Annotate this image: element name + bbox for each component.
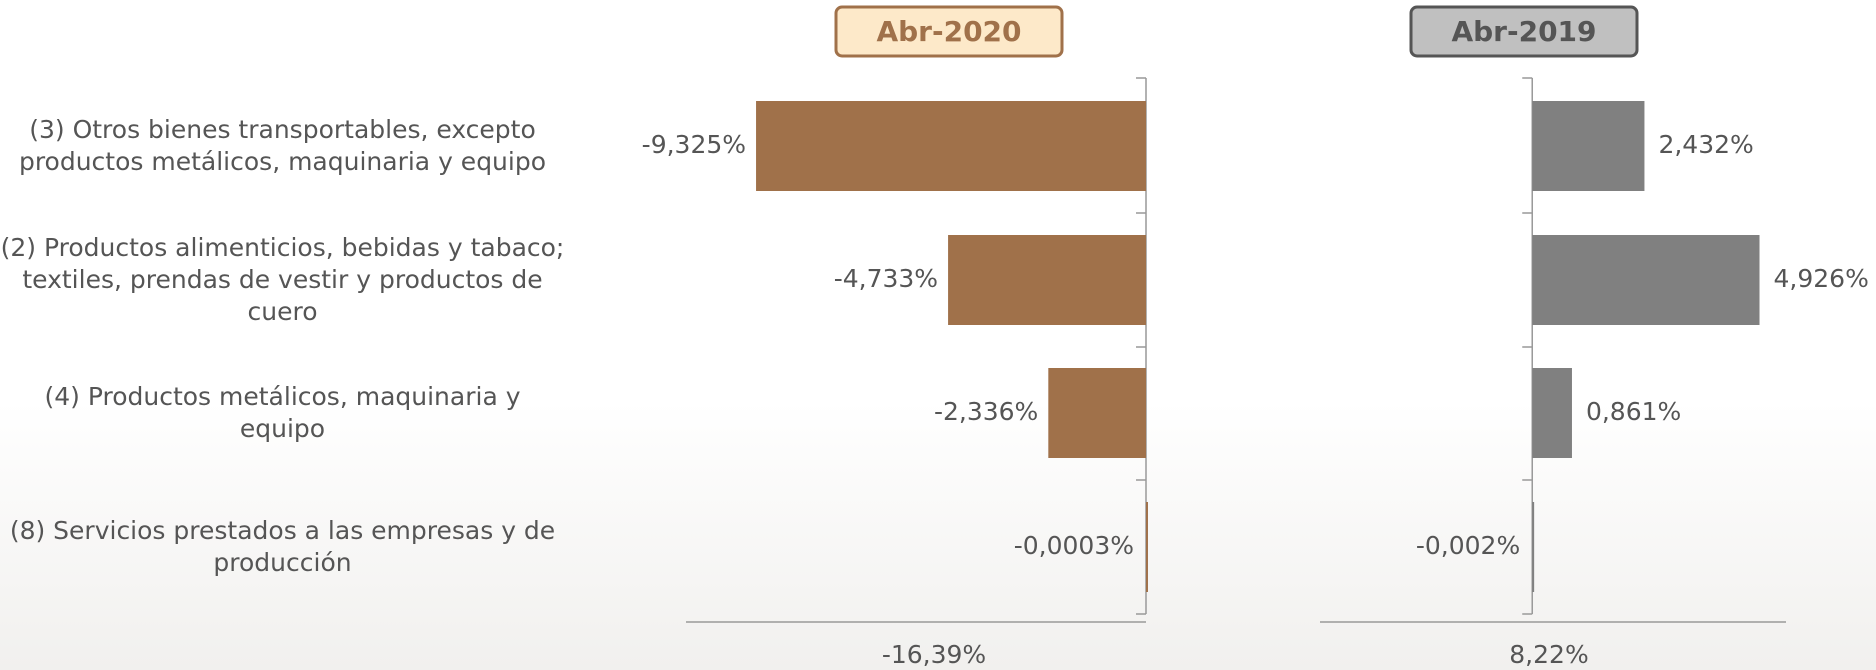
bar xyxy=(1145,502,1148,592)
total-label: -16,39% xyxy=(882,640,986,669)
bar xyxy=(1048,368,1146,458)
category-label: (4) Productos metálicos, maquinaria y eq… xyxy=(44,382,521,443)
category-label: (2) Productos alimenticios, bebidas y ta… xyxy=(0,233,565,326)
chart-title: Abr-2019 xyxy=(1451,15,1596,48)
category-label: (8) Servicios prestados a las empresas y… xyxy=(9,516,556,577)
bar xyxy=(1532,235,1760,325)
value-label: 2,432% xyxy=(1658,130,1753,159)
bar xyxy=(1532,101,1645,191)
value-label: -0,0003% xyxy=(1014,531,1134,560)
value-label: -4,733% xyxy=(834,264,938,293)
value-label: 0,861% xyxy=(1586,397,1681,426)
bar xyxy=(1532,502,1535,592)
total-label: 8,22% xyxy=(1509,640,1588,669)
value-label: -2,336% xyxy=(934,397,1038,426)
bar xyxy=(948,235,1146,325)
value-label: 4,926% xyxy=(1774,264,1869,293)
bar xyxy=(1532,368,1572,458)
category-label: (3) Otros bienes transportables, excepto… xyxy=(18,115,547,176)
value-label: -9,325% xyxy=(642,130,746,159)
title-box xyxy=(834,5,1064,58)
title-box xyxy=(1409,5,1639,58)
value-label: -0,002% xyxy=(1416,531,1520,560)
bar xyxy=(756,101,1146,191)
chart-title: Abr-2020 xyxy=(876,15,1021,48)
